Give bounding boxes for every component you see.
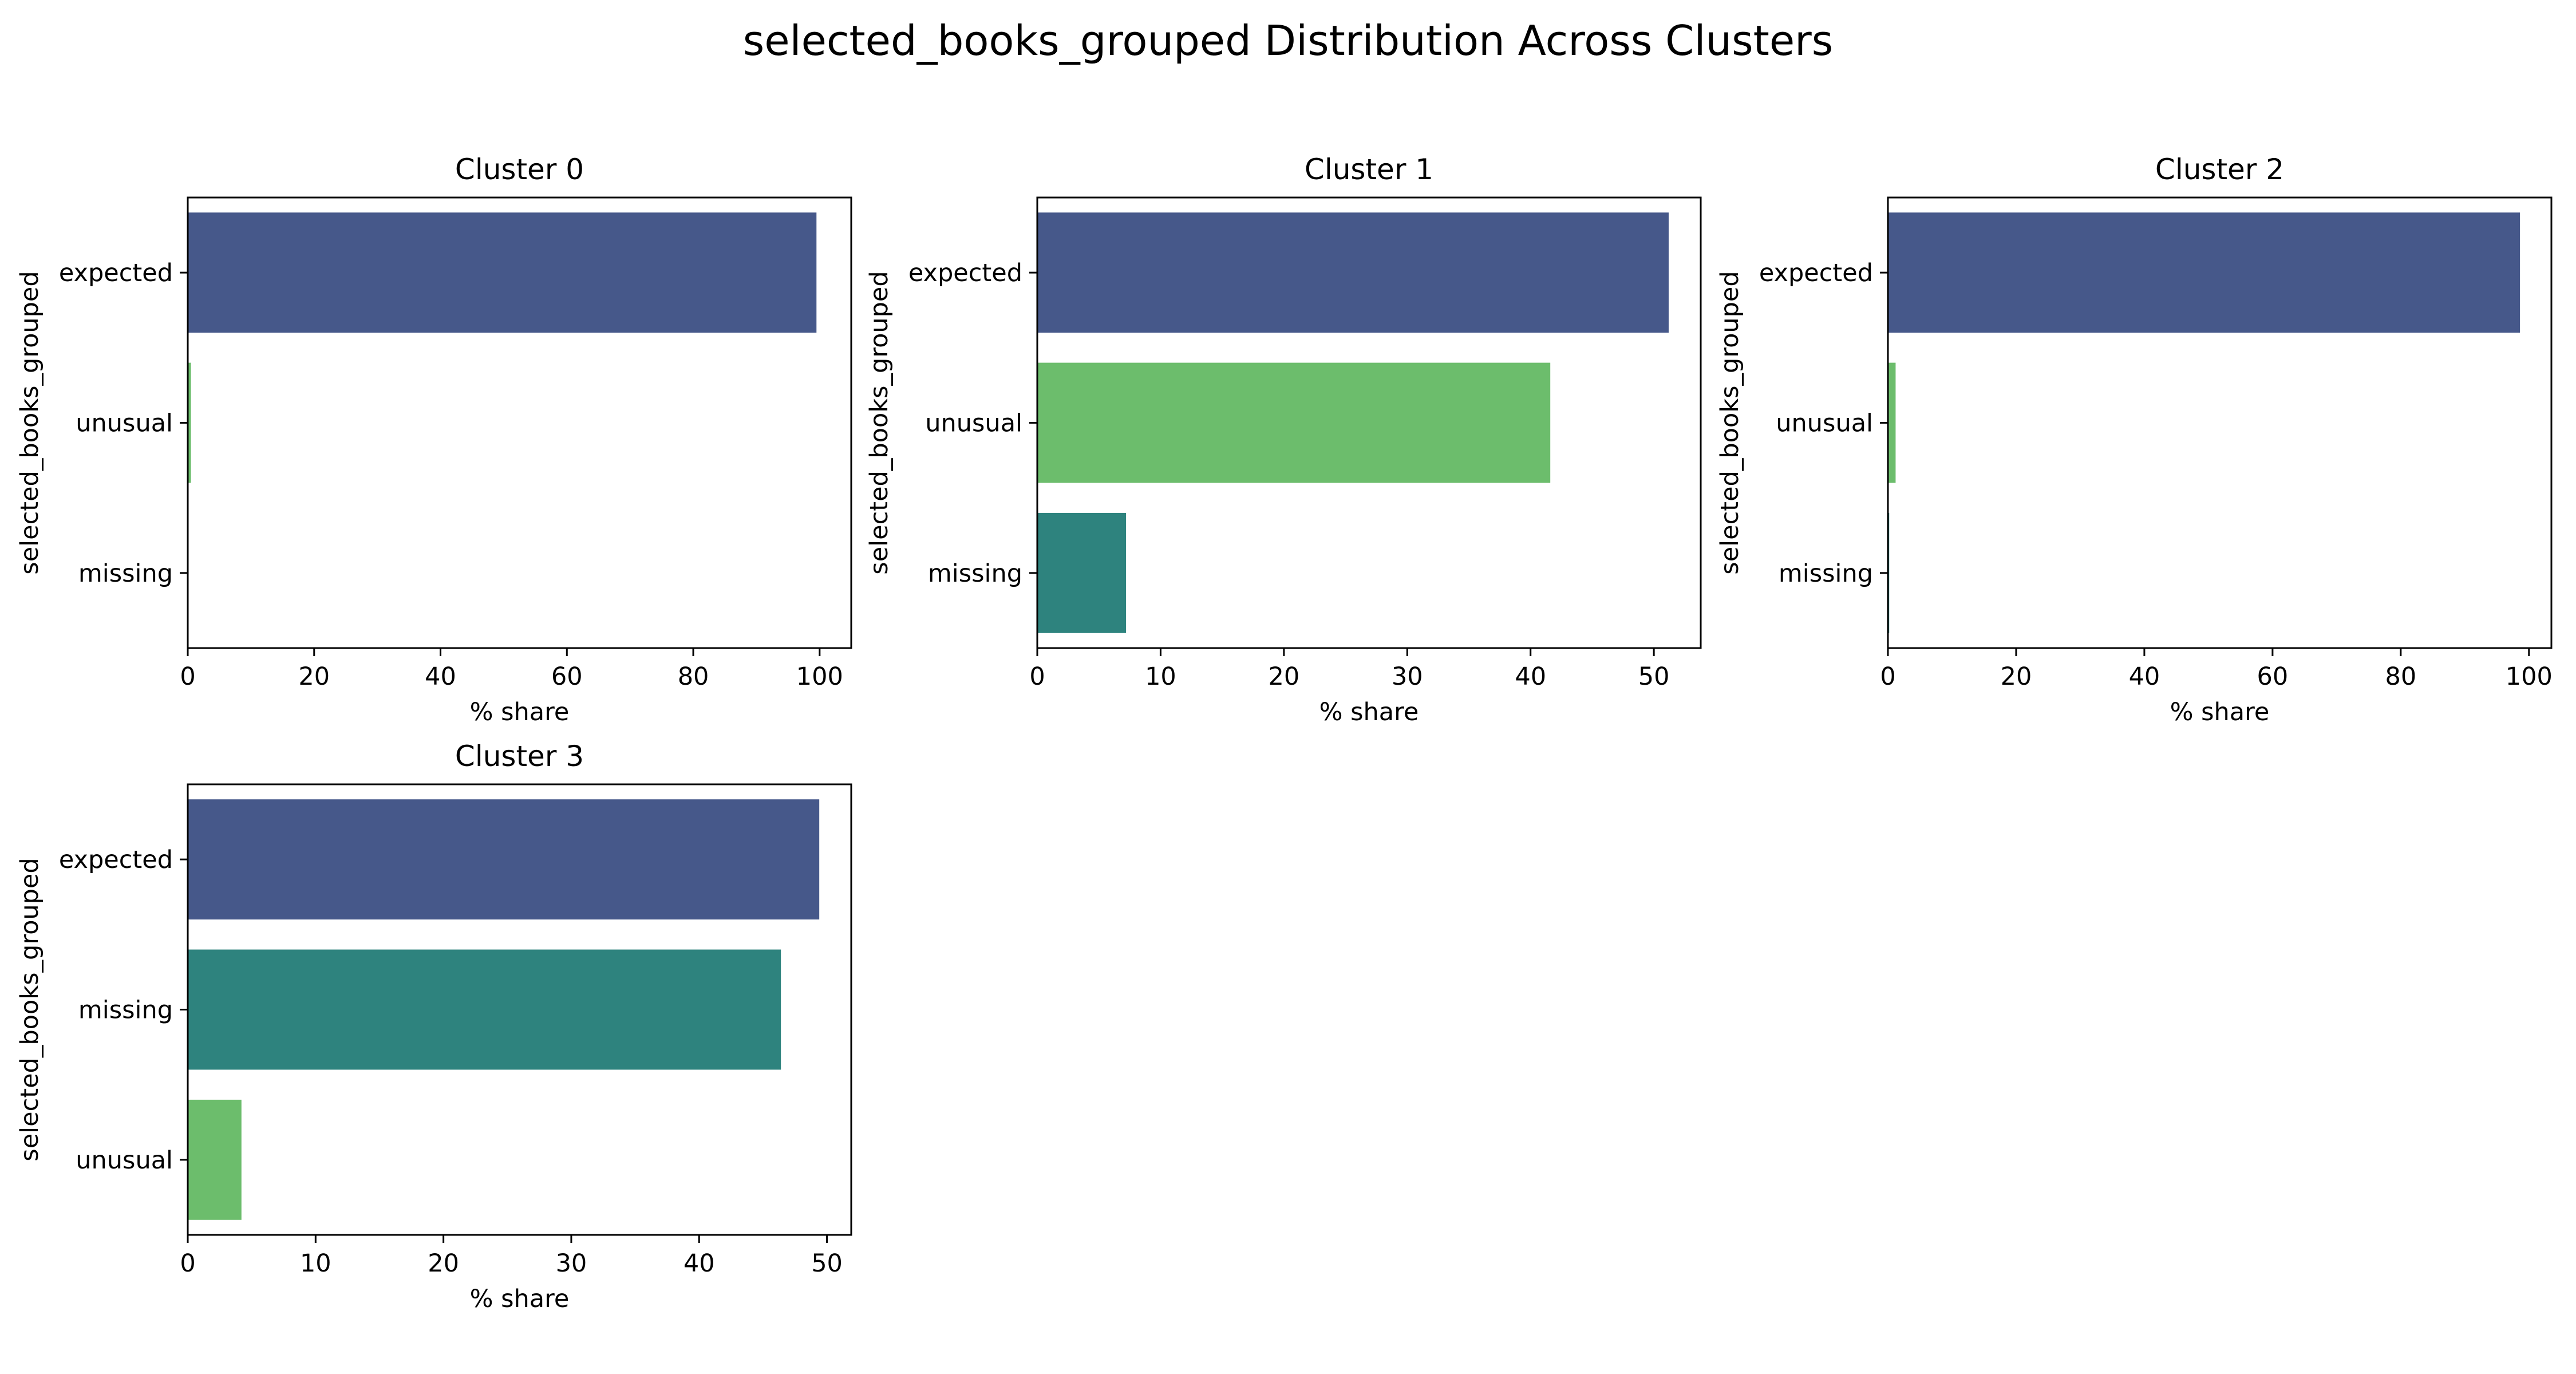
x-tick-label: 40 — [2129, 662, 2160, 691]
y-tick-label: unusual — [76, 1146, 173, 1175]
y-axis-label: selected_books_grouped — [865, 271, 894, 574]
x-tick-label: 10 — [300, 1249, 331, 1278]
x-tick-label: 20 — [1268, 662, 1299, 691]
x-tick-label: 0 — [180, 662, 195, 691]
axes-frame — [187, 196, 852, 649]
panel-title: Cluster 2 — [2155, 153, 2284, 186]
x-tick-label: 80 — [678, 662, 709, 691]
axes-frame — [1887, 196, 2553, 649]
chart-panel-3: expected missing unusual 0 10 20 30 40 50 Cluster… — [15, 740, 852, 1313]
figure-title: selected_books_grouped Distribution Acro… — [743, 17, 1833, 65]
y-tick-label: expected — [59, 846, 173, 874]
y-tick-label: expected — [1759, 259, 1873, 287]
panel-title: Cluster 0 — [455, 153, 584, 186]
bar-unusual — [1037, 362, 1551, 483]
x-axis-label: % share — [470, 698, 570, 727]
x-tick-label: 60 — [551, 662, 583, 691]
bar-expected — [1037, 212, 1669, 333]
axes-frame — [1036, 196, 1702, 649]
axes-frame — [187, 783, 852, 1236]
x-axis-label: % share — [1319, 698, 1419, 727]
y-axis-label: selected_books_grouped — [15, 858, 44, 1161]
x-tick-label: 40 — [425, 662, 456, 691]
y-tick-label: missing — [1779, 559, 1873, 588]
y-tick-label: expected — [59, 259, 173, 287]
y-tick-label: missing — [78, 996, 173, 1025]
x-tick-label: 20 — [2001, 662, 2032, 691]
x-tick-label: 40 — [1515, 662, 1546, 691]
bar-missing — [1037, 512, 1127, 633]
y-tick-label: unusual — [925, 409, 1022, 438]
bar-expected — [188, 212, 817, 333]
chart-panel-1: expected unusual missing 0 10 20 30 40 50 Cluster… — [865, 153, 1702, 727]
x-tick-label: 10 — [1145, 662, 1176, 691]
x-tick-label: 0 — [1880, 662, 1895, 691]
chart-panel-0: expected unusual missing 0 20 40 60 80 100 Cluste… — [15, 153, 852, 727]
x-tick-label: 80 — [2385, 662, 2416, 691]
bar-missing — [188, 949, 781, 1070]
x-axis-label: % share — [470, 1285, 570, 1313]
x-tick-label: 30 — [1392, 662, 1423, 691]
panel-title: Cluster 3 — [455, 740, 584, 773]
x-tick-label: 0 — [180, 1249, 195, 1278]
bar-unusual — [188, 1099, 242, 1220]
x-tick-label: 50 — [811, 1249, 843, 1278]
x-tick-label: 40 — [683, 1249, 715, 1278]
y-tick-label: missing — [78, 559, 173, 588]
chart-panel-2: expected unusual missing 0 20 40 60 80 100 Cluste… — [1716, 153, 2553, 727]
bar-expected — [1888, 212, 2520, 333]
x-tick-label: 0 — [1029, 662, 1045, 691]
y-tick-label: unusual — [76, 409, 173, 438]
x-tick-label: 100 — [2506, 662, 2553, 691]
y-tick-label: missing — [928, 559, 1022, 588]
x-tick-label: 100 — [796, 662, 843, 691]
x-tick-label: 20 — [428, 1249, 459, 1278]
y-axis-label: selected_books_grouped — [1716, 271, 1744, 574]
y-tick-label: expected — [908, 259, 1022, 287]
panel-title: Cluster 1 — [1305, 153, 1433, 186]
y-tick-label: unusual — [1776, 409, 1873, 438]
x-tick-label: 20 — [298, 662, 330, 691]
bar-unusual — [1888, 362, 1896, 483]
x-axis-label: % share — [2170, 698, 2270, 727]
x-tick-label: 50 — [1638, 662, 1670, 691]
y-axis-label: selected_books_grouped — [15, 271, 44, 574]
x-tick-label: 60 — [2257, 662, 2289, 691]
bar-expected — [188, 799, 820, 920]
bar-unusual — [188, 362, 191, 483]
x-tick-label: 30 — [556, 1249, 587, 1278]
